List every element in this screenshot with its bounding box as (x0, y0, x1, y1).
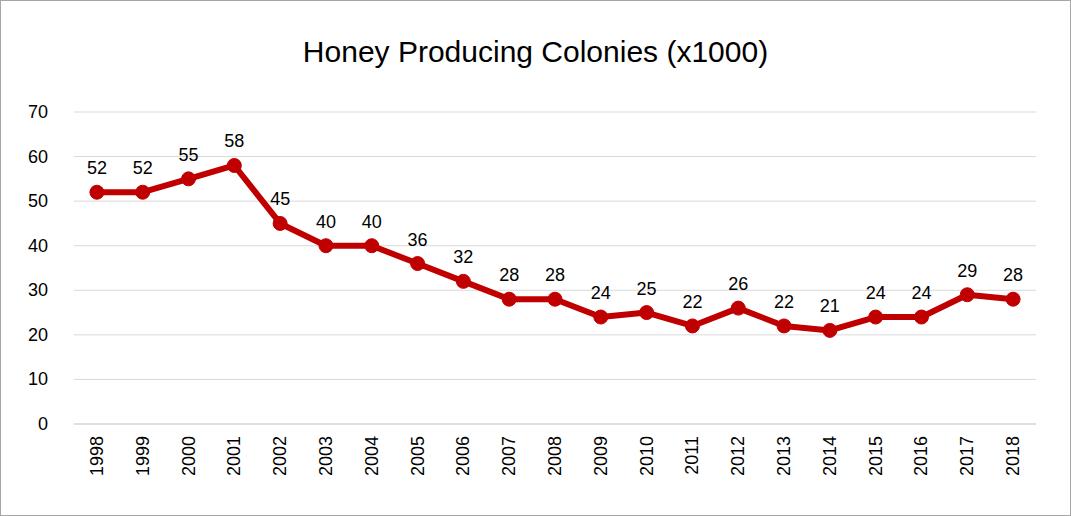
grid-line (74, 112, 1036, 113)
data-label: 40 (362, 212, 382, 232)
data-point (456, 274, 470, 288)
grid-line (74, 201, 1036, 202)
data-label: 24 (591, 283, 611, 303)
data-point (502, 292, 516, 306)
x-tick-label: 2013 (774, 436, 794, 476)
chart-svg: Honey Producing Colonies (x1000) 0 10 20 30 4… (0, 0, 1071, 516)
grid-line (74, 290, 1036, 291)
data-point (136, 185, 150, 199)
x-tick-label: 2004 (362, 436, 382, 476)
data-point (731, 301, 745, 315)
data-label: 22 (682, 292, 702, 312)
x-tick-label: 2010 (637, 436, 657, 476)
x-tick-label: 2003 (316, 436, 336, 476)
x-tick-label: 1999 (133, 436, 153, 476)
data-label: 28 (1003, 265, 1023, 285)
data-label: 36 (408, 230, 428, 250)
data-label: 40 (316, 212, 336, 232)
data-label: 29 (957, 261, 977, 281)
grid-line (74, 245, 1036, 246)
data-label: 24 (866, 283, 886, 303)
data-label: 24 (911, 283, 931, 303)
y-tick-label: 50 (28, 191, 48, 211)
data-label: 58 (224, 131, 244, 151)
grid-line (74, 379, 1036, 380)
data-point (411, 257, 425, 271)
series-group (90, 158, 1020, 337)
data-point (960, 288, 974, 302)
y-tick-label: 0 (38, 414, 48, 434)
x-tick-label: 2002 (270, 436, 290, 476)
chart-title: Honey Producing Colonies (x1000) (303, 35, 768, 68)
data-point (869, 310, 883, 324)
x-tick-label: 2007 (499, 436, 519, 476)
x-tick-label: 2001 (224, 436, 244, 476)
data-point (548, 292, 562, 306)
data-point (640, 306, 654, 320)
data-label: 52 (133, 158, 153, 178)
chart-container: Honey Producing Colonies (x1000) 0 10 20 30 4… (0, 0, 1071, 516)
chart-border (1, 1, 1071, 516)
y-tick-label: 70 (28, 102, 48, 122)
x-tick-label: 2015 (866, 436, 886, 476)
x-tick-label: 2008 (545, 436, 565, 476)
x-tick-label: 2016 (911, 436, 931, 476)
y-tick-label: 60 (28, 147, 48, 167)
data-point (823, 323, 837, 337)
data-label: 55 (179, 145, 199, 165)
y-tick-label: 10 (28, 369, 48, 389)
x-tick-label: 2012 (728, 436, 748, 476)
y-tick-label: 30 (28, 280, 48, 300)
data-label: 26 (728, 274, 748, 294)
x-tick-label: 2014 (820, 436, 840, 476)
data-label: 21 (820, 296, 840, 316)
data-label: 32 (453, 247, 473, 267)
data-label: 22 (774, 292, 794, 312)
x-tick-label: 2011 (682, 436, 702, 475)
data-label: 28 (499, 265, 519, 285)
data-point (319, 239, 333, 253)
y-tick-label: 20 (28, 325, 48, 345)
data-point (227, 158, 241, 172)
y-tick-label: 40 (28, 236, 48, 256)
data-label: 45 (270, 189, 290, 209)
data-label: 28 (545, 265, 565, 285)
x-axis-line (74, 424, 1036, 425)
x-tick-label: 2017 (957, 436, 977, 476)
data-point (685, 319, 699, 333)
data-label: 52 (87, 158, 107, 178)
data-point (90, 185, 104, 199)
data-point (182, 172, 196, 186)
data-point (273, 216, 287, 230)
data-point (914, 310, 928, 324)
data-point (365, 239, 379, 253)
x-tick-label: 2006 (453, 436, 473, 476)
grid-line (74, 156, 1036, 157)
series-line (97, 165, 1013, 330)
x-tick-label: 1998 (87, 436, 107, 476)
grid-line (74, 334, 1036, 335)
x-tick-label: 2009 (591, 436, 611, 476)
data-point (777, 319, 791, 333)
data-label: 25 (637, 279, 657, 299)
data-point (1006, 292, 1020, 306)
x-tick-label: 2000 (179, 436, 199, 476)
x-tick-label: 2018 (1003, 436, 1023, 476)
data-point (594, 310, 608, 324)
x-tick-label: 2005 (408, 436, 428, 476)
